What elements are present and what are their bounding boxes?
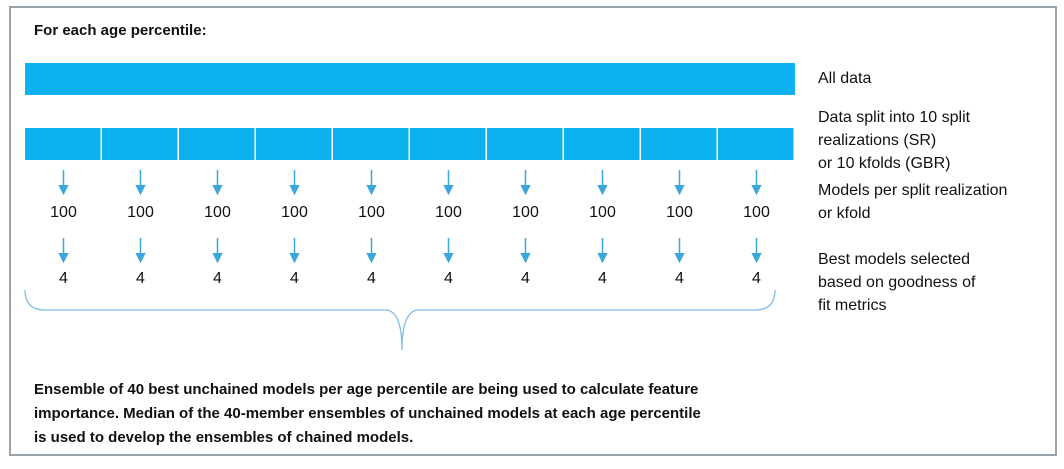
footer-text: is used to develop the ensembles of chai…	[34, 429, 413, 446]
best-count: 4	[59, 270, 68, 287]
side-label: based on goodness of	[818, 274, 976, 291]
best-count: 4	[136, 270, 145, 287]
best-count: 4	[675, 270, 684, 287]
split-segment	[256, 128, 332, 160]
side-label: realizations (SR)	[818, 132, 936, 149]
footer-text: importance. Median of the 40-member ense…	[34, 405, 701, 422]
models-count: 100	[281, 204, 308, 221]
models-count: 100	[358, 204, 385, 221]
models-count: 100	[512, 204, 539, 221]
brace	[24, 289, 776, 351]
best-count: 4	[290, 270, 299, 287]
best-count: 4	[598, 270, 607, 287]
split-segment	[179, 128, 255, 160]
header-title: For each age percentile:	[34, 22, 207, 39]
split-segment	[102, 128, 178, 160]
split-segment	[410, 128, 486, 160]
models-count: 100	[666, 204, 693, 221]
best-count: 4	[752, 270, 761, 287]
models-count: 100	[743, 204, 770, 221]
all-data-bar	[25, 63, 795, 95]
side-label: or kfold	[818, 205, 870, 222]
side-label: or 10 kfolds (GBR)	[818, 155, 950, 172]
split-segment	[718, 128, 794, 160]
split-segment	[487, 128, 563, 160]
split-segment	[333, 128, 409, 160]
models-count: 100	[204, 204, 231, 221]
models-count: 100	[127, 204, 154, 221]
side-label: All data	[818, 70, 871, 87]
side-label: Best models selected	[818, 251, 970, 268]
side-label: Models per split realization	[818, 182, 1007, 199]
best-count: 4	[213, 270, 222, 287]
split-segment	[25, 128, 101, 160]
side-label: Data split into 10 split	[818, 109, 971, 126]
models-count: 100	[50, 204, 77, 221]
models-count: 100	[435, 204, 462, 221]
best-count: 4	[444, 270, 453, 287]
best-count: 4	[521, 270, 530, 287]
best-count: 4	[367, 270, 376, 287]
frame	[9, 6, 1057, 456]
dynamic-layer: 100 4 100 4 100 4 100 4 100 4 100 4 100 4 100 4 100 4 100 4…	[25, 70, 1007, 446]
models-count: 100	[589, 204, 616, 221]
side-label: fit metrics	[818, 297, 886, 314]
split-segment	[641, 128, 717, 160]
footer-text: Ensemble of 40 best unchained models per…	[34, 381, 698, 398]
split-segment	[564, 128, 640, 160]
